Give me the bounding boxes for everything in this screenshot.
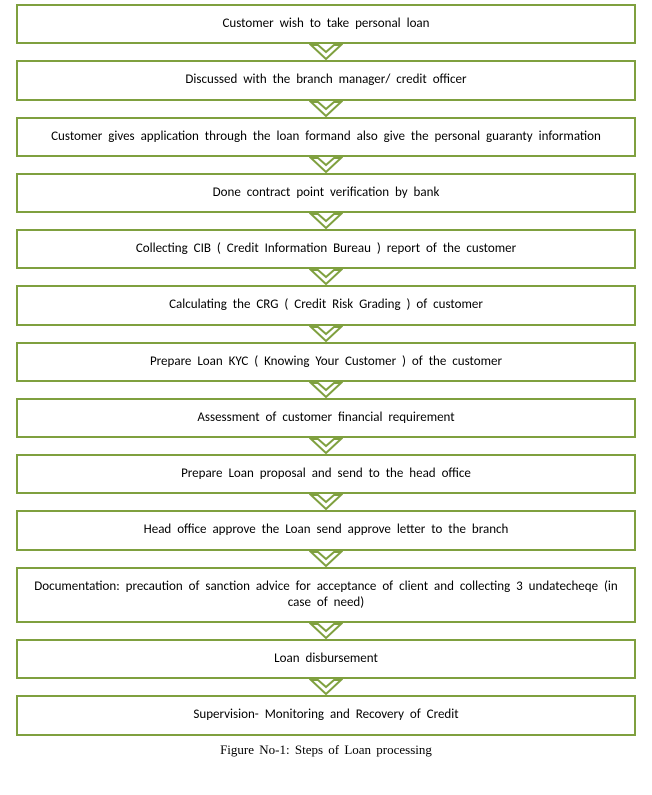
flow-arrow — [309, 493, 343, 511]
flow-arrow — [309, 550, 343, 568]
chevron-down-icon — [309, 437, 343, 455]
chevron-down-icon — [309, 550, 343, 568]
flow-step: Discussed with the branch manager/ credi… — [16, 60, 636, 100]
flow-step: Prepare Loan KYC ( Knowing Your Customer… — [16, 342, 636, 382]
flow-step: Collecting CIB ( Credit Information Bure… — [16, 229, 636, 269]
flow-arrow — [309, 43, 343, 61]
figure-caption: Figure No-1: Steps of Loan processing — [16, 742, 636, 758]
chevron-down-icon — [309, 493, 343, 511]
flow-step: Customer wish to take personal loan — [16, 4, 636, 44]
flow-step: Assessment of customer financial require… — [16, 398, 636, 438]
flow-arrow — [309, 622, 343, 640]
flow-arrow — [309, 437, 343, 455]
flow-step: Done contract point verification by bank — [16, 173, 636, 213]
chevron-down-icon — [309, 622, 343, 640]
flow-arrow — [309, 325, 343, 343]
flow-step-line: Customer gives application through the l… — [51, 129, 331, 145]
flow-step: Head office approve the Loan send approv… — [16, 510, 636, 550]
flow-step: Prepare Loan proposal and send to the he… — [16, 454, 636, 494]
chevron-down-icon — [309, 156, 343, 174]
flow-arrow — [309, 212, 343, 230]
chevron-down-icon — [309, 43, 343, 61]
chevron-down-icon — [309, 100, 343, 118]
chevron-down-icon — [309, 268, 343, 286]
chevron-down-icon — [309, 678, 343, 696]
flow-arrow — [309, 678, 343, 696]
flow-arrow — [309, 268, 343, 286]
flow-arrow — [309, 100, 343, 118]
chevron-down-icon — [309, 325, 343, 343]
flow-step: Supervision- Monitoring and Recovery of … — [16, 695, 636, 735]
flowchart: Customer wish to take personal loan Discu… — [16, 4, 636, 736]
flow-step: Loan disbursement — [16, 639, 636, 679]
chevron-down-icon — [309, 212, 343, 230]
flow-arrow — [309, 156, 343, 174]
flow-step: Documentation: precaution of sanction ad… — [16, 567, 636, 624]
flow-step-line: and also give the personal guaranty info… — [331, 129, 601, 145]
flow-arrow — [309, 381, 343, 399]
flow-step: Customer gives application through the l… — [16, 117, 636, 157]
flow-step: Calculating the CRG ( Credit Risk Gradin… — [16, 285, 636, 325]
chevron-down-icon — [309, 381, 343, 399]
flowchart-canvas: Customer wish to take personal loan Discu… — [0, 0, 652, 795]
